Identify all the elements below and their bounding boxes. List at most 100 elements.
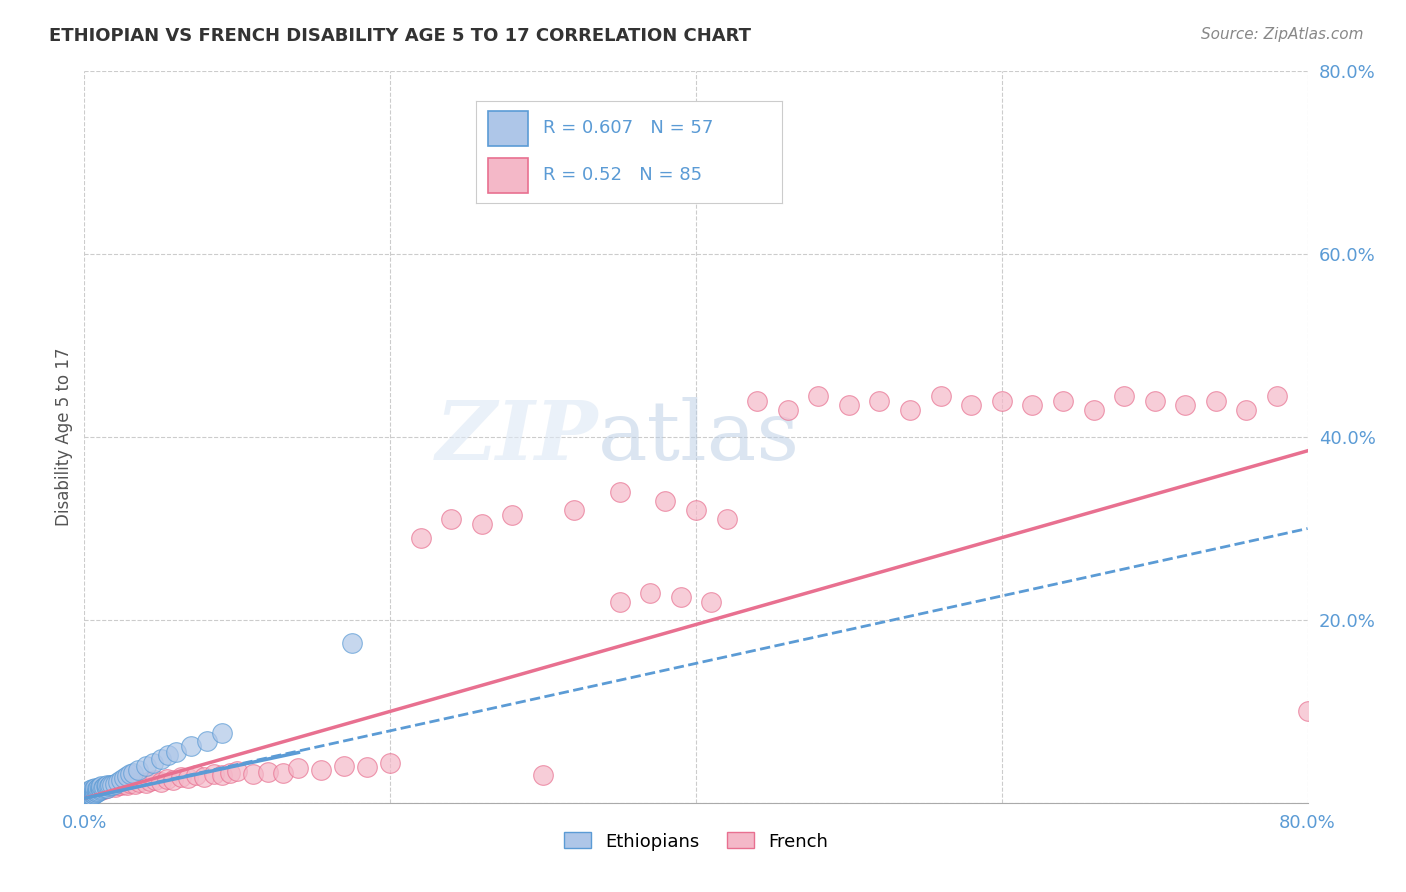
Text: Source: ZipAtlas.com: Source: ZipAtlas.com — [1201, 27, 1364, 42]
Point — [110, 772, 132, 787]
Point — [440, 512, 463, 526]
Point — [700, 594, 723, 608]
Point — [409, 531, 432, 545]
Point — [226, 764, 249, 778]
Point — [87, 781, 110, 796]
Y-axis label: Disability Age 5 to 17: Disability Age 5 to 17 — [55, 348, 73, 526]
Point — [90, 780, 112, 794]
Point — [80, 786, 103, 800]
Point — [142, 756, 165, 770]
Point — [101, 780, 124, 794]
Point — [76, 790, 98, 805]
Point — [340, 636, 363, 650]
Point — [991, 393, 1014, 408]
Text: ZIP: ZIP — [436, 397, 598, 477]
Point — [135, 775, 157, 789]
Point — [609, 485, 631, 500]
Point — [257, 764, 280, 779]
Point — [83, 786, 105, 800]
Point — [287, 761, 309, 775]
Point — [120, 775, 142, 789]
Point — [502, 508, 524, 522]
Point — [211, 726, 233, 740]
Point — [77, 787, 100, 801]
Point — [115, 769, 138, 783]
Point — [80, 788, 103, 802]
Point — [79, 788, 101, 802]
Point — [143, 772, 166, 787]
Point — [157, 748, 180, 763]
Text: ETHIOPIAN VS FRENCH DISABILITY AGE 5 TO 17 CORRELATION CHART: ETHIOPIAN VS FRENCH DISABILITY AGE 5 TO … — [49, 27, 751, 45]
Point — [77, 785, 100, 799]
Point — [86, 785, 108, 799]
Point — [960, 398, 983, 412]
Legend: Ethiopians, French: Ethiopians, French — [555, 823, 837, 860]
Point — [1265, 389, 1288, 403]
Point — [80, 784, 103, 798]
Point — [716, 512, 738, 526]
Point — [76, 787, 98, 801]
Point — [84, 784, 107, 798]
Point — [128, 774, 150, 789]
Point — [271, 765, 294, 780]
Text: atlas: atlas — [598, 397, 800, 477]
Point — [184, 768, 207, 782]
Point — [115, 778, 138, 792]
Point — [149, 752, 172, 766]
Point — [80, 782, 103, 797]
Point — [107, 778, 129, 792]
Point — [77, 789, 100, 803]
Point — [79, 785, 101, 799]
Point — [83, 783, 105, 797]
Point — [97, 780, 120, 795]
Point — [96, 781, 118, 796]
Point — [77, 788, 100, 802]
Point — [218, 765, 240, 780]
Point — [77, 789, 100, 804]
Point — [1083, 402, 1105, 417]
Point — [76, 787, 98, 801]
Point — [112, 776, 135, 790]
Point — [165, 745, 187, 759]
Point — [193, 770, 215, 784]
Point — [1021, 398, 1043, 412]
Point — [139, 773, 162, 788]
Point — [104, 776, 127, 790]
Point — [156, 772, 179, 786]
Point — [90, 783, 112, 797]
Point — [89, 782, 111, 797]
Point — [76, 789, 98, 803]
Point — [380, 756, 402, 771]
Point — [929, 389, 952, 403]
Point — [96, 781, 118, 796]
Point — [110, 779, 132, 793]
Point — [211, 768, 233, 782]
Point — [75, 791, 97, 805]
Point — [898, 402, 921, 417]
Point — [104, 780, 127, 795]
Point — [79, 789, 101, 803]
Point — [96, 779, 118, 793]
Point — [127, 763, 149, 777]
Point — [87, 783, 110, 797]
Point — [170, 770, 193, 784]
Point — [79, 783, 101, 797]
Point — [75, 789, 97, 804]
Point — [124, 776, 146, 790]
Point — [654, 494, 676, 508]
Point — [609, 594, 631, 608]
Point — [98, 778, 121, 792]
Point — [86, 784, 108, 798]
Point — [83, 782, 105, 797]
Point — [79, 785, 101, 799]
Point — [122, 765, 145, 780]
Point — [75, 791, 97, 805]
Point — [638, 585, 661, 599]
Point — [112, 771, 135, 785]
Point — [80, 784, 103, 798]
Point — [94, 780, 117, 794]
Point — [1205, 393, 1227, 408]
Point — [242, 767, 264, 781]
Point — [1236, 402, 1258, 417]
Point — [1143, 393, 1166, 408]
